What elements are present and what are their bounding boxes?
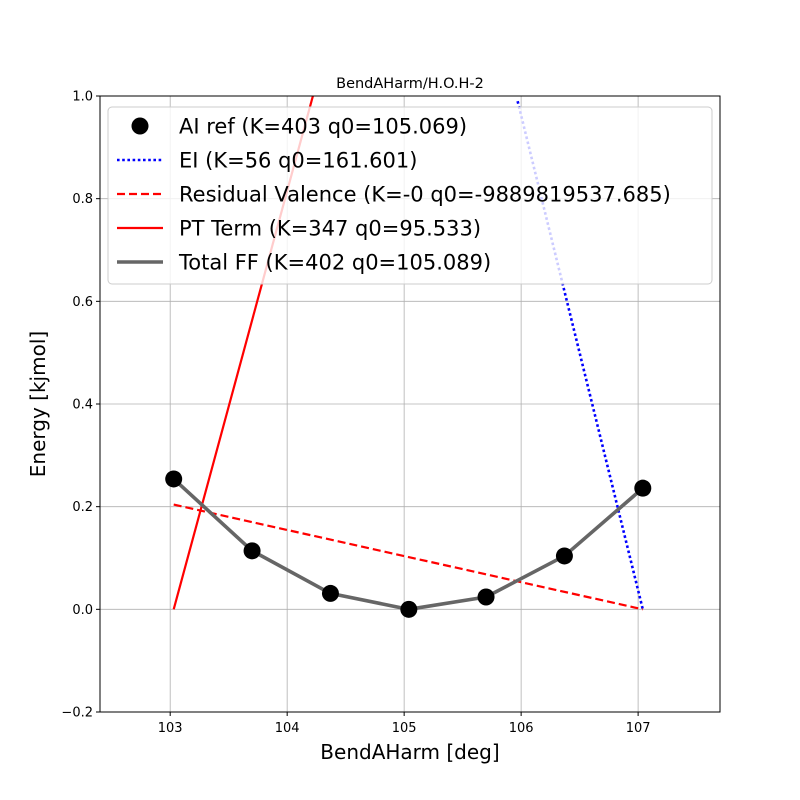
y-tick-label: 1.0	[72, 90, 93, 105]
legend-marker	[131, 117, 149, 135]
x-axis-title: BendAHarm [deg]	[320, 740, 499, 764]
ai-ref-point	[165, 470, 183, 488]
series-line-4	[172, 477, 644, 612]
legend-entry: Residual Valence (K=-0 q0=-9889819537.68…	[179, 183, 671, 207]
y-tick-label: 0.0	[72, 603, 93, 618]
ai-ref-point	[634, 479, 652, 497]
x-tick-label: 105	[392, 721, 417, 736]
legend-entry: EI (K=56 q0=161.601)	[179, 149, 417, 173]
legend-box	[107, 106, 713, 285]
y-tick-label: 0.8	[72, 192, 93, 207]
ai-ref-point	[400, 600, 418, 618]
ai-ref-point	[555, 547, 573, 565]
series-line-1	[516, 100, 645, 610]
legend: AI ref (K=403 q0=105.069) EI (K=56 q0=161…	[107, 106, 713, 285]
series-line-2	[173, 503, 644, 611]
x-tick-label: 103	[158, 721, 183, 736]
x-tick-label: 106	[509, 721, 534, 736]
y-tick-label: 0.4	[72, 398, 93, 413]
x-tick-label: 104	[275, 721, 300, 736]
y-tick-label: 0.6	[72, 295, 93, 310]
ai-ref-point	[243, 542, 261, 560]
legend-entry: Total FF (K=402 q0=105.089)	[178, 251, 491, 275]
legend-entry: PT Term (K=347 q0=95.533)	[179, 217, 481, 241]
y-axis-title: Energy [kjmol]	[26, 331, 50, 477]
axis-ticks: 103 104 105 106 107 −0.2 0.0 0.2 0.4 0.6 0.8 1.0	[61, 90, 650, 737]
ai-ref-point	[477, 588, 495, 606]
chart-title: BendAHarm/H.O.H-2	[336, 76, 484, 92]
ai-ref-point	[321, 584, 339, 602]
y-tick-label: −0.2	[61, 706, 93, 721]
legend-entry: AI ref (K=403 q0=105.069)	[179, 115, 467, 139]
y-tick-label: 0.2	[72, 500, 93, 515]
x-tick-label: 107	[626, 721, 651, 736]
